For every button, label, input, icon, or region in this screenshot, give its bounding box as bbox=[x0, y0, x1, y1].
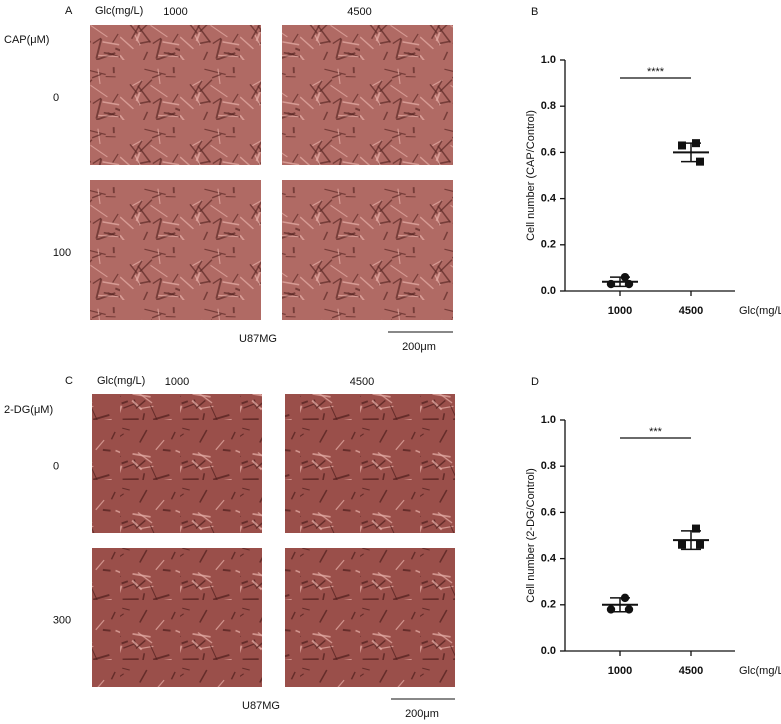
significance-label: *** bbox=[649, 426, 663, 438]
y-tick-label: 0.0 bbox=[541, 645, 556, 657]
y-tick-label: 0.4 bbox=[541, 553, 557, 565]
y-axis-label: Cell number (CAP/Control) bbox=[525, 110, 537, 241]
micrograph bbox=[282, 25, 453, 165]
y-tick-label: 0.2 bbox=[541, 239, 556, 251]
micrograph bbox=[285, 394, 455, 533]
cell-line: U87MG bbox=[239, 333, 277, 345]
row-header: 2-DG(μM) bbox=[4, 404, 53, 416]
column-label: 1000 bbox=[165, 376, 189, 388]
micrograph bbox=[285, 548, 455, 687]
row-header: CAP(μM) bbox=[4, 34, 49, 46]
scale-bar-label: 200μm bbox=[405, 708, 439, 720]
x-tick-label: 1000 bbox=[608, 305, 632, 317]
y-tick-label: 1.0 bbox=[541, 54, 556, 66]
y-axis-label: Cell number (2-DG/Control) bbox=[525, 468, 537, 602]
y-tick-label: 0.2 bbox=[541, 599, 556, 611]
row-label: 0 bbox=[53, 92, 59, 104]
column-label: 4500 bbox=[347, 6, 371, 18]
significance-label: **** bbox=[647, 66, 665, 78]
data-point bbox=[678, 540, 686, 549]
data-point bbox=[692, 524, 700, 533]
column-label: 4500 bbox=[350, 376, 374, 388]
x-tick-label: 4500 bbox=[679, 305, 703, 317]
cell-line: U87MG bbox=[242, 700, 280, 712]
y-tick-label: 0.6 bbox=[541, 506, 556, 518]
x-tick-label: 1000 bbox=[608, 665, 632, 677]
y-tick-label: 0.4 bbox=[541, 193, 557, 205]
panel-label: A bbox=[65, 5, 73, 17]
column-label: 1000 bbox=[163, 6, 187, 18]
micrograph bbox=[90, 180, 261, 320]
x-axis-label: Glc(mg/L) bbox=[739, 305, 781, 317]
row-label: 300 bbox=[53, 614, 71, 626]
data-point bbox=[696, 540, 704, 549]
x-tick-label: 4500 bbox=[679, 665, 703, 677]
micrograph bbox=[92, 394, 262, 533]
y-tick-label: 0.6 bbox=[541, 146, 556, 158]
column-header: Glc(mg/L) bbox=[97, 375, 145, 387]
scale-bar-label: 200μm bbox=[402, 341, 436, 353]
micrograph bbox=[282, 180, 453, 320]
panel-label: C bbox=[65, 375, 73, 387]
column-header: Glc(mg/L) bbox=[95, 5, 143, 17]
panel-label: D bbox=[531, 376, 539, 388]
panel-label: B bbox=[531, 6, 538, 18]
micrograph bbox=[92, 548, 262, 687]
y-tick-label: 0.8 bbox=[541, 460, 556, 472]
y-tick-label: 0.8 bbox=[541, 100, 556, 112]
x-axis-label: Glc(mg/L) bbox=[739, 665, 781, 677]
micrograph bbox=[90, 25, 261, 165]
y-tick-label: 1.0 bbox=[541, 414, 556, 426]
y-tick-label: 0.0 bbox=[541, 285, 556, 297]
data-point bbox=[678, 141, 686, 150]
row-label: 0 bbox=[53, 460, 59, 472]
row-label: 100 bbox=[53, 247, 71, 259]
